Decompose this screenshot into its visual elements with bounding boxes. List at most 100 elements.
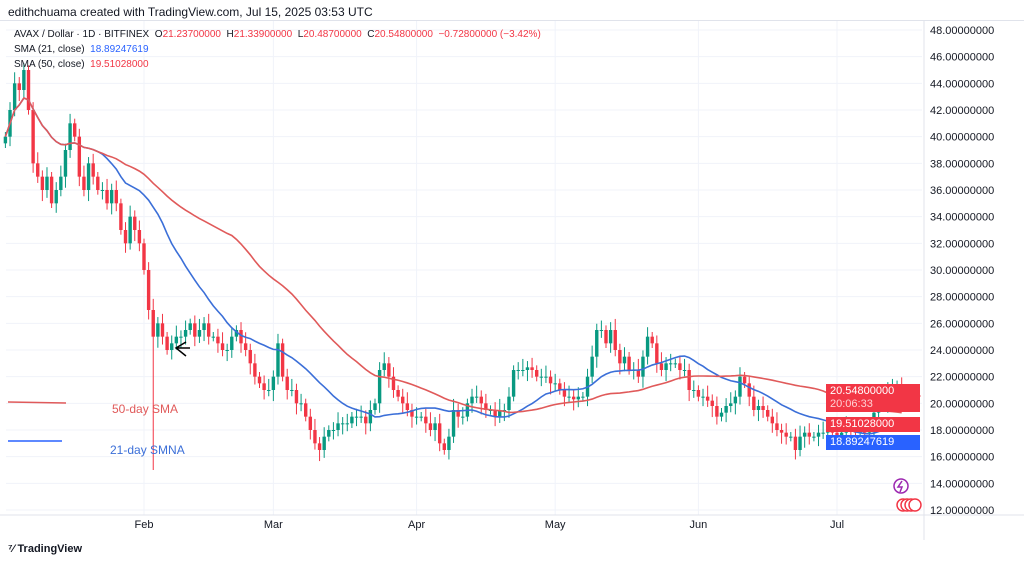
candle-body [424, 416, 428, 424]
y-tick-label: 24.00000000 [930, 345, 994, 357]
candle-body [493, 410, 497, 417]
candle-body [243, 343, 248, 350]
candle-body [248, 350, 252, 364]
candle-body [54, 190, 58, 204]
candle-body [798, 436, 802, 450]
candle-body [511, 370, 516, 397]
candle-body [73, 123, 77, 137]
x-tick-label: Mar [264, 519, 283, 531]
candle-body [761, 406, 765, 410]
candle-body [447, 436, 451, 450]
candle-body [331, 430, 336, 431]
sma50-legend[interactable]: SMA (50, close) 19.51028000 [14, 57, 541, 72]
candle-body [137, 230, 142, 244]
candle-body [63, 150, 68, 177]
sma21-legend[interactable]: SMA (21, close) 18.89247619 [14, 42, 541, 57]
candle-body [535, 370, 539, 377]
candle-body [267, 390, 271, 391]
candle-body [571, 396, 576, 400]
candle-body [733, 396, 738, 404]
candle-body [816, 432, 821, 437]
candle-body [183, 330, 188, 337]
candle-body [364, 416, 368, 424]
candle-body [123, 230, 128, 244]
candle-body [382, 363, 386, 370]
candle-body [756, 406, 761, 410]
candle-body [285, 376, 289, 390]
symbol-title[interactable]: AVAX / Dollar · 1D · BITFINEX [14, 29, 150, 40]
y-tick-label: 42.00000000 [930, 105, 994, 117]
y-tick-label: 44.00000000 [930, 78, 994, 90]
candle-body [645, 336, 650, 357]
candle-body [793, 436, 798, 450]
candle-body [257, 376, 262, 384]
x-tick-label: Apr [408, 519, 425, 531]
symbol-row: AVAX / Dollar · 1D · BITFINEX O21.237000… [14, 27, 541, 42]
candle-body [622, 356, 627, 364]
candle-body [770, 416, 775, 424]
low-label: L [297, 29, 304, 40]
candle-body [766, 410, 770, 417]
candle-body [146, 270, 151, 310]
candle-body [668, 363, 673, 365]
candle-body [608, 330, 613, 344]
close-value: 20.54800000 [374, 29, 433, 40]
y-tick-label: 38.00000000 [930, 158, 994, 170]
y-tick-label: 48.00000000 [930, 25, 994, 37]
cursor-arrow-icon [174, 341, 190, 357]
candle-body [428, 423, 433, 430]
candle-body [105, 190, 109, 204]
candle-body [373, 403, 377, 410]
candle-body [96, 176, 100, 190]
candle-body [618, 350, 622, 364]
candle-body [692, 390, 696, 391]
candle-body [206, 323, 211, 337]
candle-body [193, 323, 197, 337]
candle-body [539, 376, 544, 378]
y-tick-label: 32.00000000 [930, 238, 994, 250]
sma21-line [4, 96, 902, 435]
candle-body [673, 363, 677, 365]
candle-body [26, 70, 31, 110]
lightning-icon [896, 480, 904, 493]
candle-body [109, 190, 114, 204]
candle-body [562, 390, 567, 397]
candle-body [234, 330, 239, 337]
bar-countdown: 20:06:33 [830, 398, 873, 410]
lightning-event-icon[interactable] [893, 478, 909, 494]
candle-body [701, 396, 705, 398]
y-tick-label: 14.00000000 [930, 478, 994, 490]
candle-body [479, 396, 483, 404]
candle-body [345, 423, 349, 425]
candle-body [299, 403, 303, 405]
candle-body [410, 410, 414, 417]
candle-body [696, 390, 701, 397]
candle-body [119, 203, 123, 230]
candle-body [451, 410, 456, 437]
candle-body [687, 370, 691, 390]
candle-body [636, 370, 641, 377]
candle-body [68, 123, 72, 150]
y-tick-label: 28.00000000 [930, 292, 994, 304]
candle-body [86, 163, 91, 190]
candle-body [484, 403, 488, 410]
candle-body [789, 436, 793, 438]
candle-body [100, 190, 105, 191]
candle-body [322, 436, 326, 450]
candle-body [682, 370, 687, 371]
candle-body [641, 356, 645, 377]
candle-body [188, 323, 192, 330]
candle-body [470, 396, 474, 404]
y-tick-label: 22.00000000 [930, 372, 994, 384]
candle-body [530, 367, 534, 370]
candle-body [821, 432, 825, 434]
us-flag-event-icon[interactable] [908, 498, 922, 512]
change-value: −0.72800000 (−3.42%) [438, 29, 541, 40]
candle-body [558, 383, 562, 390]
candle-body [437, 423, 442, 444]
candle-body [350, 416, 354, 424]
candle-body [391, 376, 396, 390]
candle-body [802, 432, 807, 437]
candle-body [627, 356, 631, 370]
